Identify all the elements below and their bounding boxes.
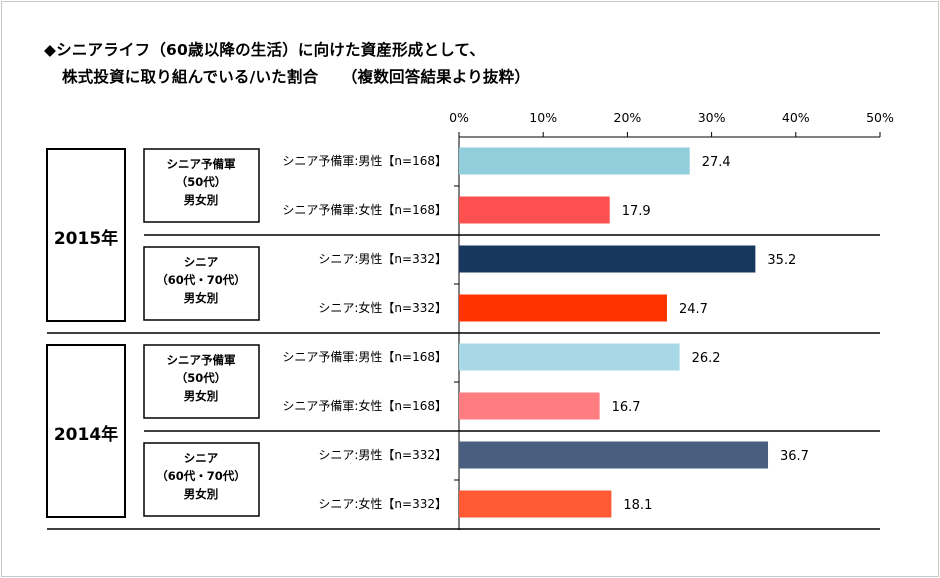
x-tick-label: 30% [698,110,726,125]
data-label: 17.9 [622,204,651,219]
data-label: 16.7 [612,400,641,415]
year-label: 2014年 [54,424,118,445]
bar [459,343,680,371]
year-box [46,148,126,322]
subgroup-label: （50代） [176,175,227,189]
category-label: シニア予備軍:男性【n=168】 [282,349,447,364]
subgroup-label: （60代・70代） [156,469,246,483]
subgroup-label: 男女別 [184,193,219,207]
category-label: シニア:女性【n=332】 [318,300,447,315]
category-label: シニア予備軍:女性【n=168】 [282,398,447,413]
x-tick-label: 10% [529,110,557,125]
x-tick-label: 50% [866,110,894,125]
data-label: 27.4 [702,155,731,170]
subgroup-box [143,148,260,223]
subgroup-label: 男女別 [184,389,219,403]
bar [459,490,612,518]
subgroup-label: 男女別 [184,487,219,501]
category-label: シニア予備軍:男性【n=168】 [282,153,447,168]
x-tick-label: 20% [614,110,642,125]
year-box [46,344,126,518]
x-tick-label: 40% [782,110,810,125]
chart-title-line2: 株式投資に取り組んでいる/いた割合 （複数回答結果より抜粋） [62,68,531,86]
category-label: シニア:男性【n=332】 [318,448,447,462]
bar [459,196,610,224]
bar [459,441,769,469]
subgroup-label: シニア予備軍 [167,353,236,367]
data-label: 35.2 [767,253,796,268]
x-tick-label: 0% [449,110,469,125]
data-label: 18.1 [623,498,652,513]
subgroup-box [143,246,260,321]
subgroup-label: 男女別 [184,291,219,305]
category-label: シニア:男性【n=332】 [318,252,447,266]
chart-title-line1: ◆シニアライフ（60歳以降の生活）に向けた資産形成として、 [44,41,486,59]
subgroup-box [143,442,260,517]
subgroup-label: （50代） [176,371,227,385]
subgroup-label: シニア [184,255,219,269]
data-label: 24.7 [679,302,708,317]
bar [459,294,667,322]
bar [459,245,756,273]
category-label: シニア予備軍:女性【n=168】 [282,202,447,217]
data-label: 26.2 [692,351,721,366]
subgroup-label: （60代・70代） [156,273,246,287]
category-label: シニア:女性【n=332】 [318,496,447,511]
subgroup-label: シニア [184,451,219,465]
year-label: 2015年 [54,228,118,249]
subgroup-box [143,344,260,419]
bar [459,147,690,175]
bar [459,392,600,420]
data-label: 36.7 [780,449,809,464]
subgroup-label: シニア予備軍 [167,157,236,171]
